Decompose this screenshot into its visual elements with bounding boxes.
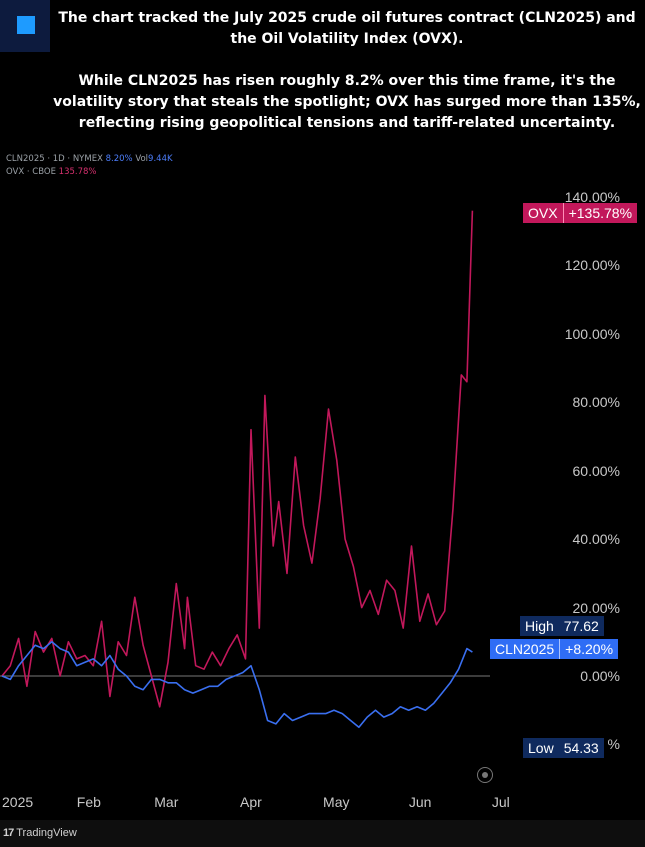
low-tag-value: 54.33 bbox=[563, 740, 599, 756]
x-tick-label: May bbox=[323, 794, 350, 810]
legend-cln-change: 8.20% bbox=[105, 154, 133, 164]
chart-area[interactable]: CLN2025 · 1D · NYMEX 8.20% Vol9.44K OVX … bbox=[0, 142, 645, 820]
brand-logo bbox=[0, 0, 50, 52]
x-tick-label: Jul bbox=[491, 794, 510, 810]
series-line-cln2025[interactable] bbox=[1, 640, 473, 729]
footer: 17 TradingView bbox=[0, 820, 645, 847]
y-tick-label: 100.00% bbox=[564, 325, 620, 342]
y-tick-label: 0.00% bbox=[580, 668, 620, 684]
y-tick-label: 40.00% bbox=[572, 531, 620, 548]
x-tick-label: Jun bbox=[408, 794, 432, 810]
reset-chart-icon[interactable] bbox=[477, 767, 493, 783]
cln-tag-name: CLN2025 bbox=[495, 641, 555, 657]
high-tag-value: 77.62 bbox=[563, 618, 599, 634]
cln-tag-value: +8.20% bbox=[559, 639, 618, 659]
caption-line-2: While CLN2025 has risen roughly 8.2% ove… bbox=[53, 73, 641, 131]
legend-ovx-prefix: OVX · CBOE bbox=[6, 167, 56, 177]
logo-square-icon bbox=[17, 16, 35, 34]
ovx-tag-value: +135.78% bbox=[562, 203, 637, 223]
header: The chart tracked the July 2025 crude oi… bbox=[0, 0, 645, 142]
legend-ovx[interactable]: OVX · CBOE 135.78% bbox=[6, 166, 173, 179]
low-price-tag: Low 54.33 bbox=[523, 738, 604, 758]
legend-ovx-change: 135.78% bbox=[58, 167, 97, 177]
y-tick-label: 80.00% bbox=[572, 394, 620, 411]
legend-cln-vol-label: Vol bbox=[135, 154, 149, 164]
chart-legend: CLN2025 · 1D · NYMEX 8.20% Vol9.44K OVX … bbox=[6, 153, 173, 179]
y-tick-label: % bbox=[607, 736, 620, 753]
y-tick-label: 20.00% bbox=[572, 599, 620, 616]
legend-cln-vol: 9.44K bbox=[148, 154, 173, 164]
tradingview-mark-icon: 17 bbox=[3, 827, 14, 839]
x-tick-label: 2025 bbox=[2, 794, 34, 810]
legend-cln-prefix: CLN2025 · 1D · NYMEX bbox=[6, 154, 103, 164]
cln-price-tag: CLN2025 +8.20% bbox=[490, 639, 619, 659]
series-line-ovx[interactable] bbox=[1, 210, 474, 708]
x-tick-label: Mar bbox=[154, 794, 179, 810]
legend-cln[interactable]: CLN2025 · 1D · NYMEX 8.20% Vol9.44K bbox=[6, 153, 173, 166]
tradingview-logo[interactable]: 17 TradingView bbox=[3, 827, 77, 839]
low-tag-label: Low bbox=[528, 740, 554, 756]
y-tick-label: 140.00% bbox=[564, 189, 620, 205]
ovx-price-tag: OVX +135.78% bbox=[523, 203, 638, 223]
y-tick-label: 120.00% bbox=[564, 257, 620, 274]
caption-line-1: The chart tracked the July 2025 crude oi… bbox=[58, 10, 636, 47]
ovx-tag-name: OVX bbox=[528, 205, 558, 221]
high-tag-label: High bbox=[525, 618, 554, 634]
chart-caption: The chart tracked the July 2025 crude oi… bbox=[52, 8, 642, 134]
chart-plot[interactable] bbox=[0, 142, 645, 820]
y-tick-label: 60.00% bbox=[572, 462, 620, 479]
high-price-tag: High 77.62 bbox=[520, 616, 604, 636]
x-tick-label: Apr bbox=[240, 794, 262, 810]
tradingview-brand: TradingView bbox=[16, 827, 77, 839]
x-tick-label: Feb bbox=[76, 794, 101, 810]
